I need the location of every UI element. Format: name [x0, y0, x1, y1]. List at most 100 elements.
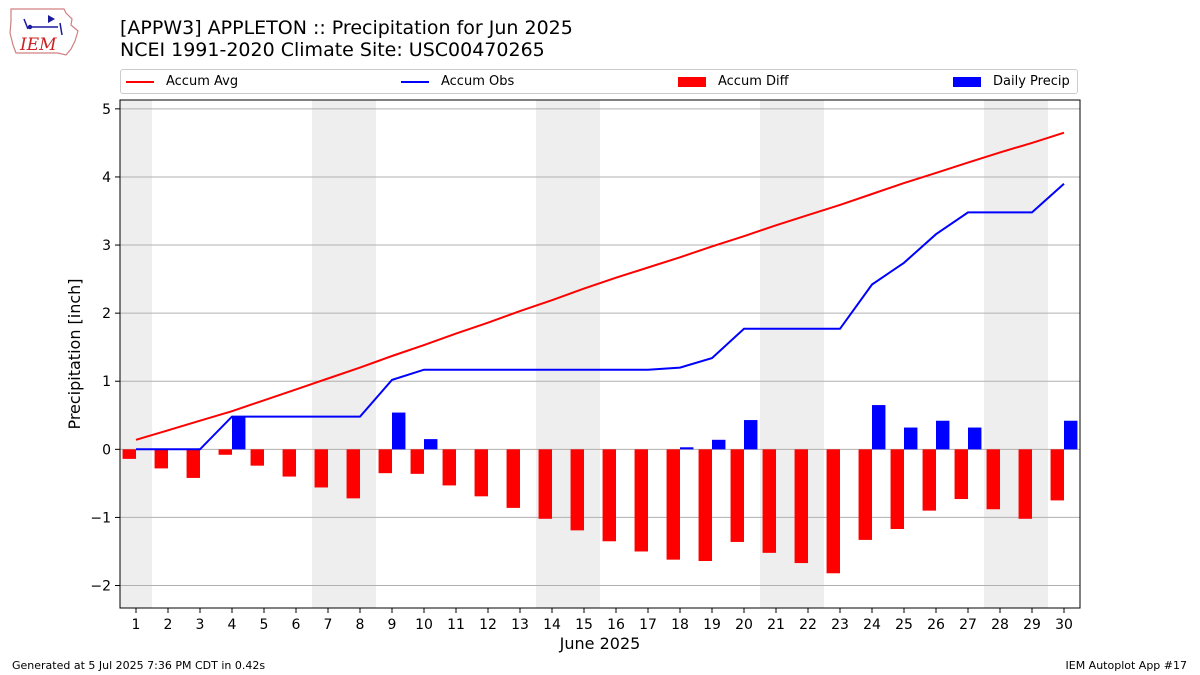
diff-bar	[826, 449, 840, 574]
x-tick-label: 24	[863, 617, 881, 633]
x-tick-label: 1	[132, 617, 141, 633]
diff-bar	[1018, 449, 1032, 519]
daily-precip-bar	[232, 416, 246, 450]
x-tick-label: 9	[388, 617, 397, 633]
x-tick-label: 16	[607, 617, 625, 633]
y-tick-label: 1	[102, 374, 111, 390]
x-tick-label: 10	[415, 617, 433, 633]
x-tick-label: 7	[324, 617, 333, 633]
x-tick-label: 12	[479, 617, 497, 633]
legend-accum-avg-label: Accum Avg	[166, 74, 239, 89]
x-tick-label: 26	[927, 617, 945, 633]
y-tick-label: 4	[102, 170, 111, 186]
x-tick-label: 27	[959, 617, 977, 633]
diff-bar	[314, 449, 328, 488]
y-tick-label: 2	[102, 306, 111, 322]
daily-precip-bar	[872, 405, 886, 450]
diff-bar	[538, 449, 552, 519]
diff-bar	[762, 449, 776, 553]
daily-precip-bar	[392, 412, 406, 450]
footer-generated: Generated at 5 Jul 2025 7:36 PM CDT in 0…	[12, 659, 266, 672]
diff-bar	[506, 449, 520, 508]
weekend-band	[120, 100, 152, 608]
x-tick-label: 30	[1055, 617, 1073, 633]
iem-logo-text: IEM	[19, 35, 57, 55]
y-axis-label: Precipitation [inch]	[65, 278, 84, 429]
diff-bar	[250, 449, 264, 466]
diff-bar	[602, 449, 616, 542]
legend-accum-obs-swatch	[401, 80, 429, 83]
x-tick-label: 4	[228, 617, 237, 633]
footer-app: IEM Autoplot App #17	[1065, 659, 1188, 672]
x-tick-label: 3	[196, 617, 205, 633]
weekend-band	[312, 100, 376, 608]
y-tick-label: 0	[102, 442, 111, 458]
legend: Accum Avg Accum Obs Accum Diff Daily Pre…	[120, 69, 1078, 94]
x-tick-label: 15	[575, 617, 593, 633]
x-tick-label: 8	[356, 617, 365, 633]
x-tick-label: 29	[1023, 617, 1041, 633]
diff-bar	[1050, 449, 1064, 501]
weekend-band	[536, 100, 600, 608]
daily-precip-bar	[936, 420, 950, 450]
x-tick-label: 2	[164, 617, 173, 633]
x-axis-label: June 2025	[559, 634, 641, 653]
daily-precip-bar	[712, 439, 726, 450]
diff-bar	[186, 449, 200, 478]
x-tick-label: 20	[735, 617, 753, 633]
x-tick-label: 18	[671, 617, 689, 633]
x-tick-label: 5	[260, 617, 269, 633]
diff-bar	[570, 449, 584, 531]
x-tick-label: 11	[447, 617, 465, 633]
diff-bar	[922, 449, 936, 511]
diff-bar	[634, 449, 648, 552]
x-tick-label: 22	[799, 617, 817, 633]
x-tick-label: 13	[511, 617, 529, 633]
legend-accum-obs: Accum Obs	[401, 70, 514, 93]
legend-daily-precip-swatch	[953, 76, 981, 87]
legend-accum-obs-label: Accum Obs	[441, 74, 515, 89]
x-tick-label: 14	[543, 617, 561, 633]
diff-bar	[410, 449, 424, 474]
x-tick-label: 28	[991, 617, 1009, 633]
weekend-band	[984, 100, 1048, 608]
legend-accum-avg: Accum Avg	[126, 70, 238, 93]
daily-precip-bar	[744, 420, 758, 450]
legend-accum-diff-label: Accum Diff	[718, 74, 789, 89]
x-tick-label: 17	[639, 617, 657, 633]
diff-bar	[954, 449, 968, 500]
diff-bar	[986, 449, 1000, 510]
daily-precip-bar	[680, 447, 694, 450]
y-tick-label: −2	[90, 579, 111, 595]
y-tick-label: 3	[102, 238, 111, 254]
legend-accum-avg-swatch	[126, 80, 154, 83]
legend-daily-precip-label: Daily Precip	[993, 74, 1070, 89]
daily-precip-bar	[904, 427, 918, 450]
diff-bar	[218, 449, 232, 455]
diff-bar	[858, 449, 872, 540]
diff-bar	[282, 449, 296, 477]
diff-bar	[442, 449, 456, 486]
plot-frame	[119, 99, 1081, 609]
diff-bar	[154, 449, 168, 469]
x-tick-label: 6	[292, 617, 301, 633]
x-tick-label: 23	[831, 617, 849, 633]
chart-title: [APPW3] APPLETON :: Precipitation for Ju…	[120, 17, 573, 39]
diff-bar	[474, 449, 488, 497]
legend-accum-diff: Accum Diff	[678, 70, 789, 93]
diff-bar	[698, 449, 712, 562]
daily-precip-bar	[1064, 420, 1078, 450]
diff-bar	[794, 449, 808, 564]
iem-logo: IEM	[9, 8, 79, 56]
diff-bar	[890, 449, 904, 530]
diff-bar	[122, 449, 136, 459]
y-tick-label: 5	[102, 102, 111, 118]
x-tick-label: 19	[703, 617, 721, 633]
legend-daily-precip: Daily Precip	[953, 70, 1070, 93]
diff-bar	[346, 449, 360, 499]
x-tick-label: 25	[895, 617, 913, 633]
accum-avg-line	[135, 131, 1065, 441]
chart-subtitle: NCEI 1991-2020 Climate Site: USC00470265	[120, 39, 545, 61]
y-tick-label: −1	[90, 510, 111, 526]
